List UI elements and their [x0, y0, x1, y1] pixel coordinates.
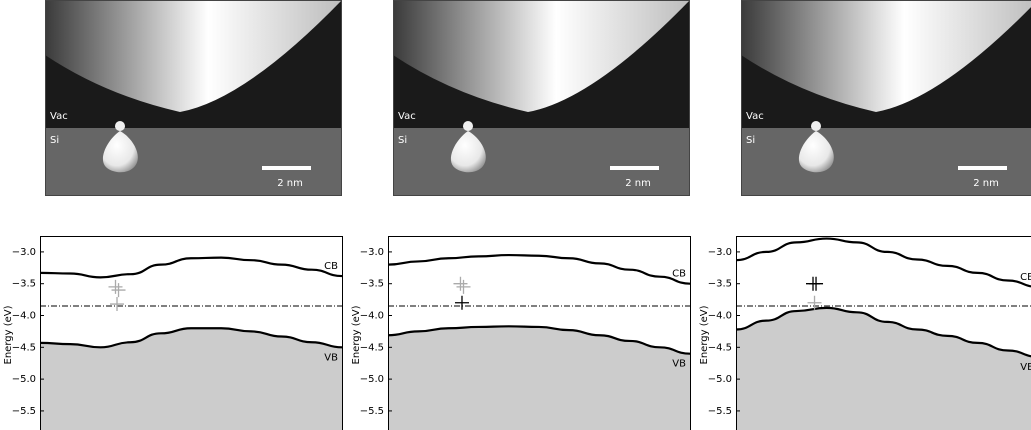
y-axis-label: Energy (eV): [3, 305, 14, 364]
y-tick-label: −4.0: [708, 311, 732, 322]
level-marker: [455, 296, 469, 310]
band-diagram: CB VB −3.0 −3.5 −4.0 −4.5 −5.0 −5.5 Energy (eV): [351, 237, 691, 430]
y-tick-label: −4.5: [708, 342, 732, 353]
page: Vac Si 2 nm Vac Si 2 nm Vac Si 2 nm CB VB −3.0 −3.5 −…: [0, 0, 1031, 430]
y-tick-label: −4.0: [360, 311, 384, 322]
band-diagram: CB VB −3.0 −3.5 −4.0 −4.5 −5.0 −5.5 Energy (eV): [699, 237, 1031, 430]
bulb-neck: [463, 121, 473, 131]
y-tick-label: −4.5: [360, 342, 384, 353]
simulation-image: Vac Si 2 nm: [741, 0, 1031, 196]
y-axis-label: Energy (eV): [351, 305, 362, 364]
simulation-image: Vac Si 2 nm: [45, 0, 342, 196]
level-marker: [110, 297, 124, 311]
y-tick-label: −3.0: [708, 247, 732, 258]
level-marker: [112, 283, 126, 297]
band-line: [388, 255, 690, 284]
level-marker: [109, 280, 123, 294]
substrate-label: Si: [50, 135, 59, 146]
band-label: VB: [1020, 362, 1031, 373]
y-tick-label: −4.0: [12, 311, 36, 322]
scale-label: 2 nm: [625, 178, 651, 189]
substrate-label: Si: [746, 135, 755, 146]
y-tick-label: −3.5: [360, 279, 384, 290]
bulb-neck: [811, 121, 821, 131]
y-tick-label: −3.0: [360, 247, 384, 258]
band-fill: [40, 328, 342, 430]
y-tick-label: −5.0: [360, 374, 384, 385]
band-diagram: CB VB −3.0 −3.5 −4.0 −4.5 −5.0 −5.5 Energy (eV): [3, 237, 343, 430]
level-marker: [453, 277, 467, 291]
y-tick-label: −3.0: [12, 247, 36, 258]
y-tick-label: −3.5: [12, 279, 36, 290]
vacuum-label: Vac: [50, 111, 68, 122]
substrate-label: Si: [398, 135, 407, 146]
band-line: [736, 239, 1031, 287]
bulb-neck: [115, 121, 125, 131]
scale-label: 2 nm: [973, 178, 999, 189]
band-label: CB: [1020, 272, 1031, 283]
y-axis-label: Energy (eV): [699, 305, 710, 364]
y-tick-label: −5.5: [360, 406, 384, 417]
band-fill: [736, 308, 1031, 430]
band-label: CB: [324, 261, 338, 272]
y-tick-label: −5.5: [12, 406, 36, 417]
band-label: VB: [324, 352, 338, 363]
y-tick-label: −5.5: [708, 406, 732, 417]
y-tick-label: −3.5: [708, 279, 732, 290]
vacuum-label: Vac: [746, 111, 764, 122]
figure: Vac Si 2 nm Vac Si 2 nm Vac Si 2 nm CB VB −3.0 −3.5 −…: [0, 0, 1031, 430]
scale-label: 2 nm: [277, 178, 303, 189]
vacuum-label: Vac: [398, 111, 416, 122]
band-label: CB: [672, 269, 686, 280]
level-marker: [457, 280, 471, 294]
band-fill: [388, 326, 690, 430]
y-tick-label: −5.0: [708, 374, 732, 385]
y-tick-label: −5.0: [12, 374, 36, 385]
simulation-image: Vac Si 2 nm: [393, 0, 690, 196]
y-tick-label: −4.5: [12, 342, 36, 353]
level-marker: [809, 277, 823, 291]
band-label: VB: [672, 359, 686, 370]
band-line: [40, 258, 342, 278]
